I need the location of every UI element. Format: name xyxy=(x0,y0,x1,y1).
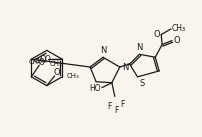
Text: O: O xyxy=(44,55,50,64)
Text: F: F xyxy=(120,100,124,109)
Text: CH₃: CH₃ xyxy=(49,61,62,67)
Text: F: F xyxy=(114,106,118,115)
Text: CH₃: CH₃ xyxy=(171,24,185,33)
Text: O: O xyxy=(38,58,44,67)
Text: CH₃: CH₃ xyxy=(28,59,41,65)
Text: N: N xyxy=(136,43,142,52)
Text: O: O xyxy=(53,68,60,77)
Text: O: O xyxy=(153,30,159,39)
Text: CH₃: CH₃ xyxy=(66,73,79,79)
Text: HO: HO xyxy=(89,84,101,93)
Text: N: N xyxy=(99,46,106,55)
Text: O: O xyxy=(173,36,180,45)
Text: F: F xyxy=(107,102,112,111)
Text: S: S xyxy=(139,79,144,88)
Text: N: N xyxy=(121,62,127,72)
Text: CH₃: CH₃ xyxy=(34,58,47,64)
Text: O: O xyxy=(40,55,46,64)
